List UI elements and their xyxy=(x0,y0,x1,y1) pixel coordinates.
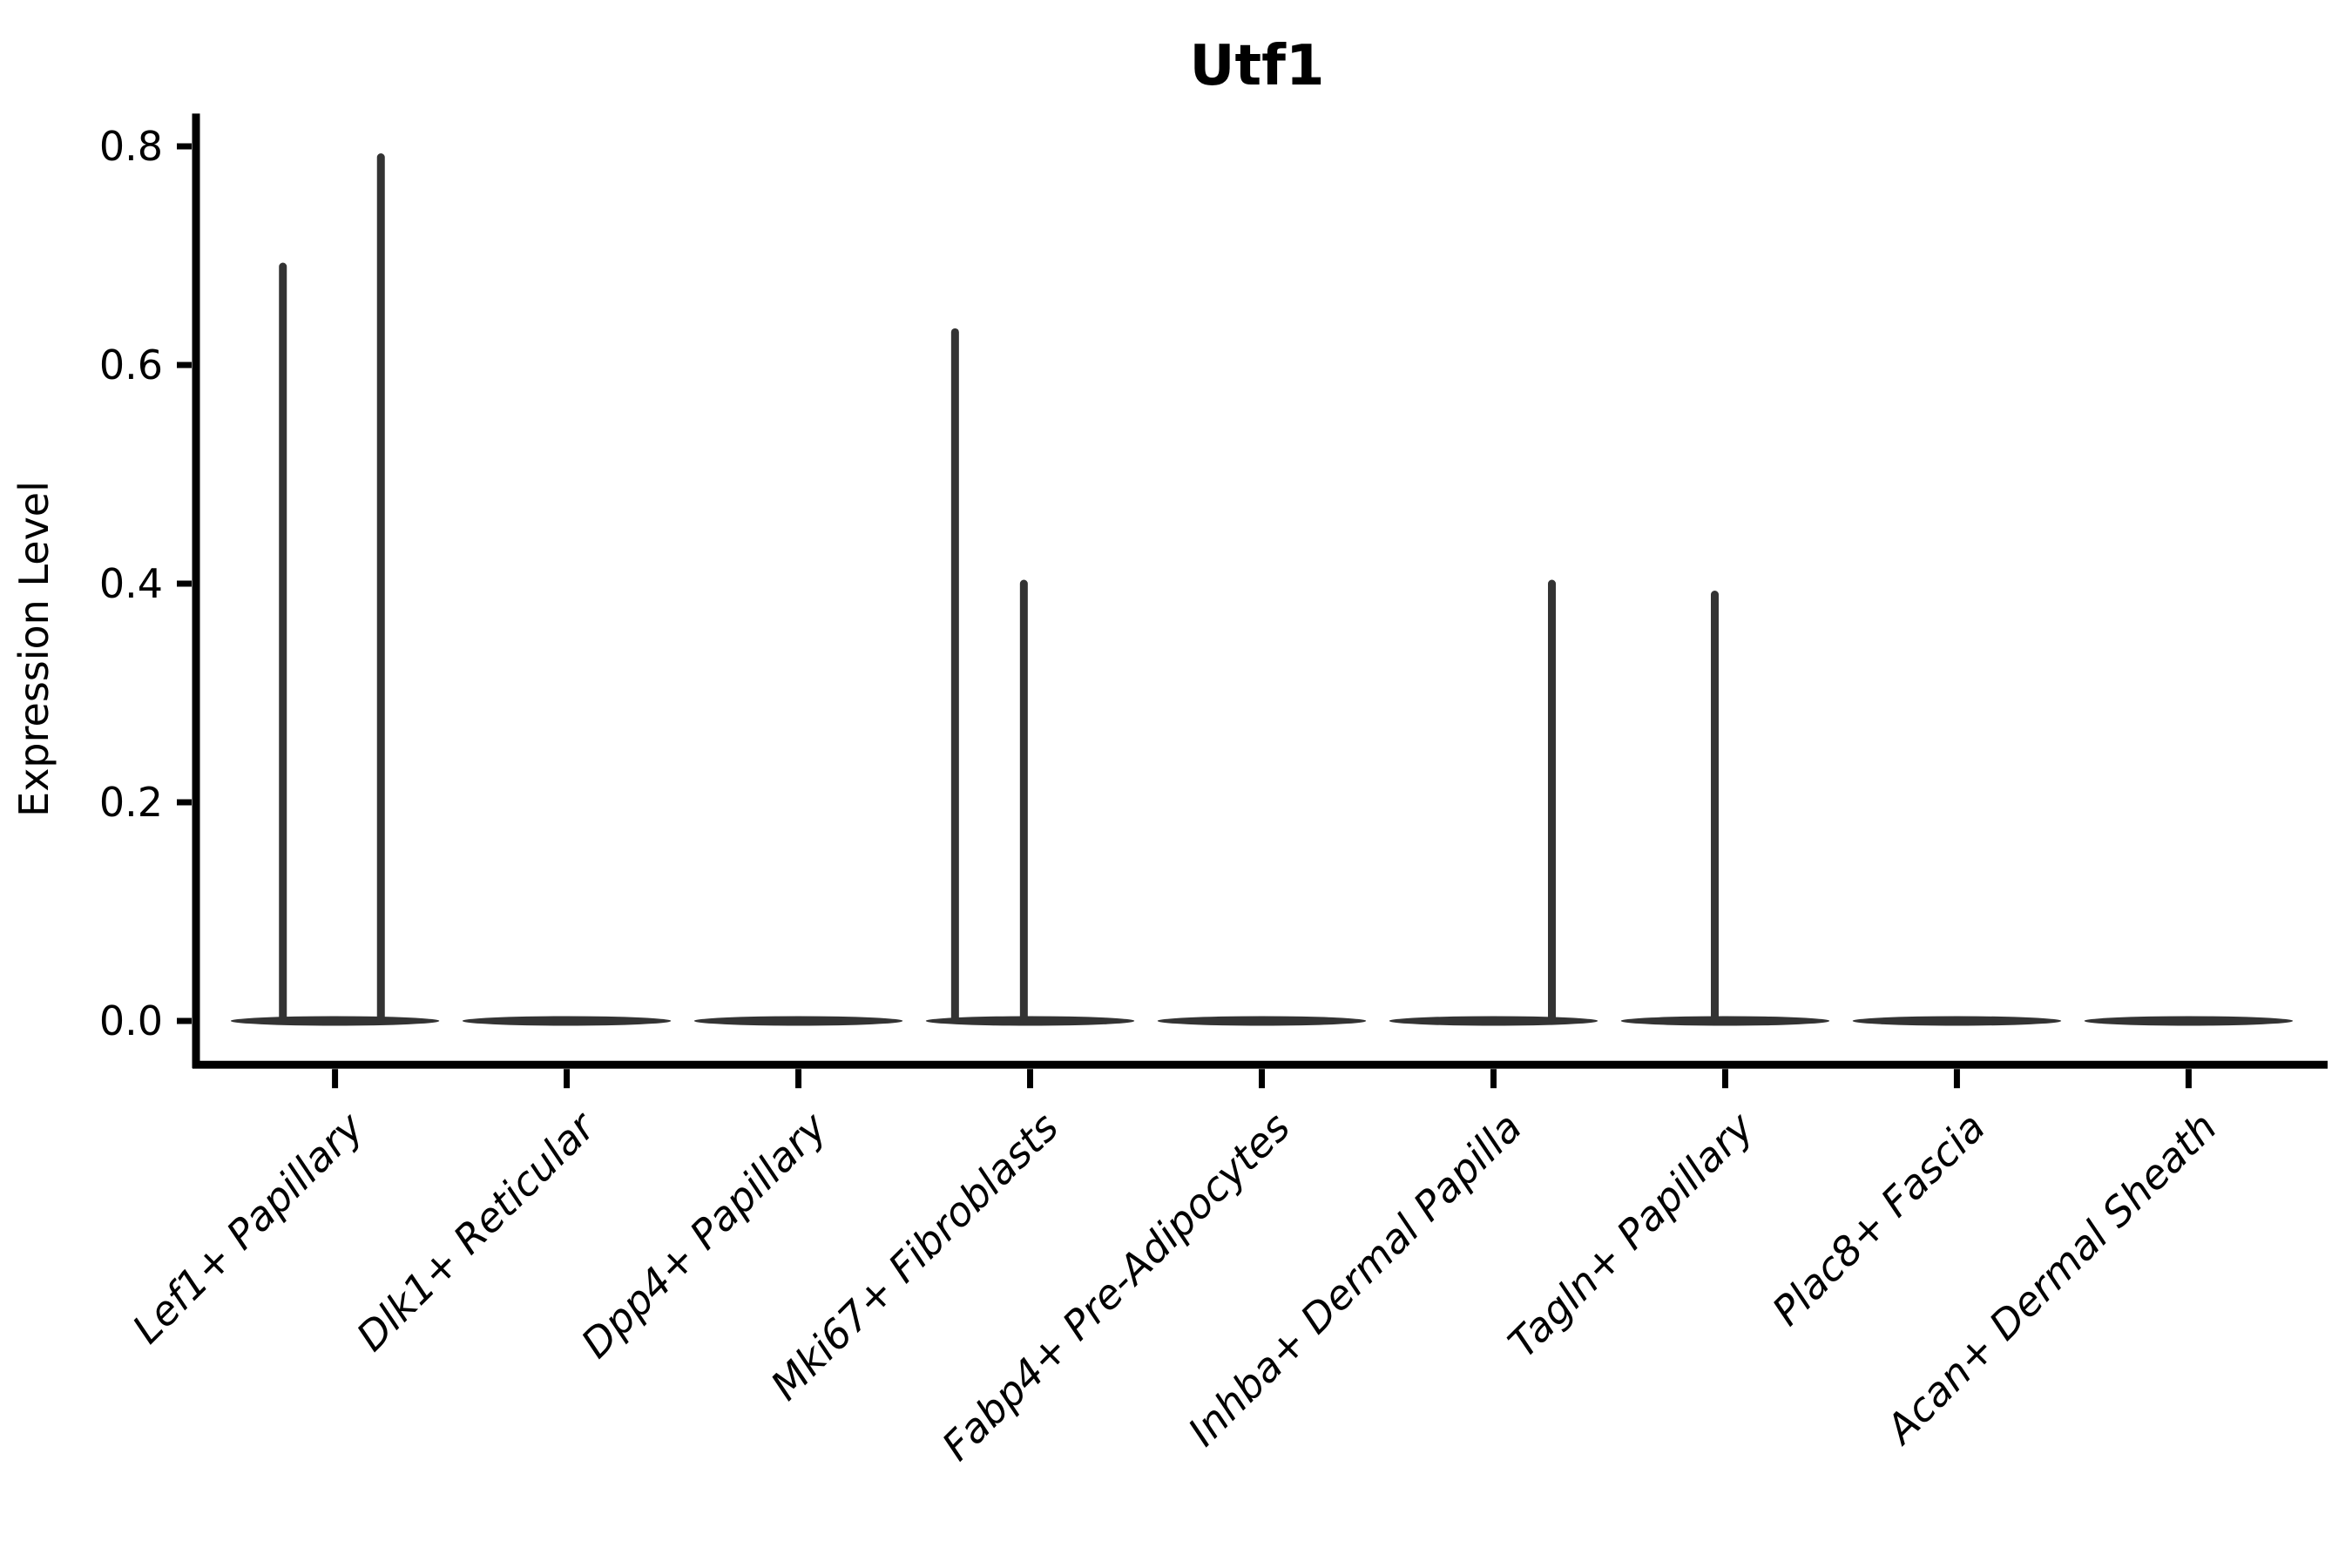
violin-9 xyxy=(2084,1016,2294,1026)
violin-baseline xyxy=(1620,1016,1830,1026)
violin-baseline xyxy=(1852,1016,2062,1026)
violin-baseline xyxy=(230,1016,440,1026)
violin-1 xyxy=(230,153,440,1026)
y-axis-label: Expression Level xyxy=(10,481,57,817)
y-tick-label-3: 0.6 xyxy=(99,341,163,389)
violin-baseline xyxy=(462,1016,672,1026)
violin-2 xyxy=(462,1016,672,1026)
x-tick-label-0: Lef1+ Papillary xyxy=(123,1103,372,1352)
violin-6 xyxy=(1389,579,1598,1026)
violin-baseline xyxy=(2084,1016,2294,1026)
y-tick-label-0: 0.0 xyxy=(99,997,163,1044)
violin-baseline xyxy=(693,1016,903,1026)
violin-3 xyxy=(693,1016,903,1026)
x-tick-label-1: Dlk1+ Reticular xyxy=(348,1101,606,1360)
violin-baseline xyxy=(1157,1016,1367,1026)
violin-8 xyxy=(1852,1016,2062,1026)
chart-title: Utf1 xyxy=(1190,34,1325,98)
x-tick-label-7: Plac8+ Fascia xyxy=(1763,1104,1994,1335)
violin-baseline xyxy=(925,1016,1135,1026)
y-tick-label-2: 0.4 xyxy=(99,560,163,607)
violins xyxy=(230,153,2294,1026)
x-tick-label-6: Tagln+ Papillary xyxy=(1499,1103,1763,1367)
violin-4 xyxy=(925,328,1135,1026)
violin-5 xyxy=(1157,1016,1367,1026)
y-tick-label-4: 0.8 xyxy=(99,123,163,170)
y-tick-label-1: 0.2 xyxy=(99,779,163,826)
violin-7 xyxy=(1620,591,1830,1026)
violin-baseline xyxy=(1389,1016,1598,1026)
x-tick-label-2: Dpp4+ Papillary xyxy=(572,1103,836,1367)
